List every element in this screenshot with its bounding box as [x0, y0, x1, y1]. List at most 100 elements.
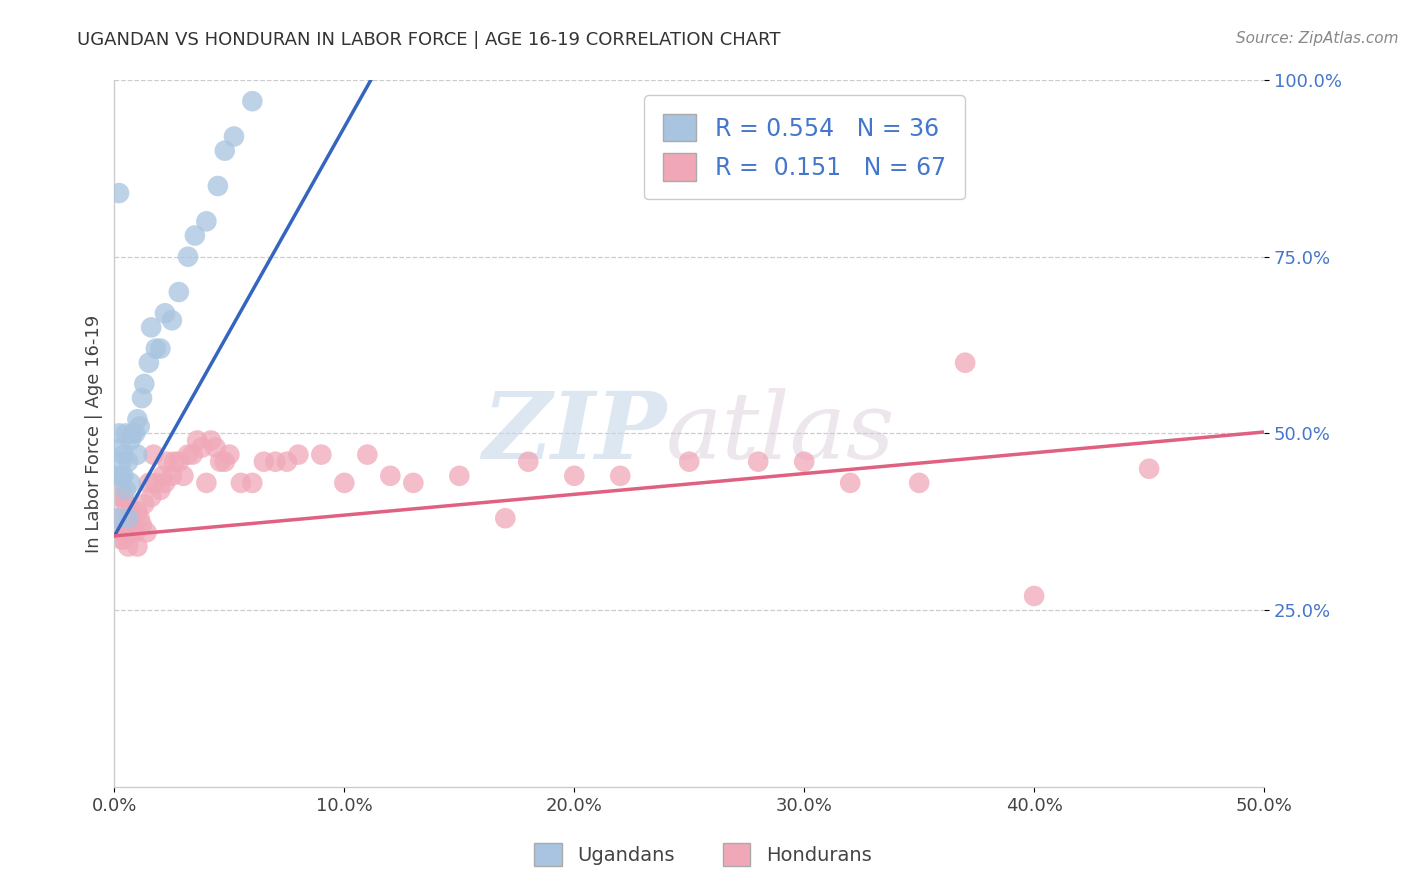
Point [134, 376, 156, 391]
Point [517, 455, 540, 469]
Point [311, 448, 333, 462]
Point [177, 250, 200, 264]
Point [115, 497, 138, 511]
Point [127, 540, 149, 554]
Point [218, 448, 240, 462]
Point [112, 468, 135, 483]
Point [145, 475, 167, 490]
Point [264, 455, 287, 469]
Point [124, 426, 146, 441]
Point [110, 483, 132, 497]
Point [839, 475, 862, 490]
Point [117, 455, 139, 469]
Point [160, 313, 183, 327]
Y-axis label: In Labor Force | Age 16-19: In Labor Force | Age 16-19 [86, 314, 103, 552]
Point [214, 455, 236, 469]
Point [131, 518, 153, 533]
Point [229, 475, 252, 490]
Point [172, 468, 194, 483]
Point [115, 483, 138, 497]
Point [562, 468, 585, 483]
Point [110, 455, 132, 469]
Point [609, 468, 631, 483]
Point [153, 306, 176, 320]
Point [135, 525, 157, 540]
Point [153, 475, 176, 490]
Point [793, 455, 815, 469]
Point [191, 441, 214, 455]
Point [120, 475, 142, 490]
Point [128, 419, 150, 434]
Point [152, 468, 174, 483]
Point [149, 483, 172, 497]
Point [214, 144, 236, 158]
Point [117, 511, 139, 525]
Point [105, 511, 128, 525]
Point [120, 504, 142, 518]
Legend: R = 0.554   N = 36, R =  0.151   N = 67: R = 0.554 N = 36, R = 0.151 N = 67 [644, 95, 965, 200]
Point [112, 490, 135, 504]
Point [115, 525, 138, 540]
Point [110, 533, 132, 547]
Point [195, 214, 218, 228]
Point [908, 475, 931, 490]
Point [167, 455, 190, 469]
Point [186, 434, 208, 448]
Point [222, 129, 245, 144]
Point [108, 426, 131, 441]
Point [449, 468, 471, 483]
Legend: Ugandans, Hondurans: Ugandans, Hondurans [526, 835, 880, 873]
Point [108, 186, 131, 200]
Point [124, 525, 146, 540]
Point [167, 285, 190, 299]
Point [105, 468, 128, 483]
Point [120, 434, 142, 448]
Point [142, 448, 165, 462]
Text: ZIP: ZIP [482, 388, 666, 478]
Point [131, 391, 153, 405]
Point [356, 448, 378, 462]
Point [240, 475, 263, 490]
Point [494, 511, 516, 525]
Point [209, 455, 232, 469]
Point [105, 511, 128, 525]
Point [115, 426, 138, 441]
Point [134, 497, 156, 511]
Point [163, 455, 186, 469]
Point [953, 356, 976, 370]
Point [112, 448, 135, 462]
Point [108, 490, 131, 504]
Text: Source: ZipAtlas.com: Source: ZipAtlas.com [1236, 31, 1399, 46]
Point [127, 504, 149, 518]
Point [200, 434, 222, 448]
Point [253, 455, 276, 469]
Point [678, 455, 700, 469]
Point [112, 533, 135, 547]
Text: UGANDAN VS HONDURAN IN LABOR FORCE | AGE 16-19 CORRELATION CHART: UGANDAN VS HONDURAN IN LABOR FORCE | AGE… [77, 31, 780, 49]
Point [120, 525, 142, 540]
Point [380, 468, 402, 483]
Point [1024, 589, 1046, 603]
Point [121, 518, 143, 533]
Point [141, 490, 163, 504]
Point [204, 441, 226, 455]
Point [333, 475, 356, 490]
Point [127, 448, 149, 462]
Point [207, 179, 229, 194]
Point [747, 455, 769, 469]
Point [276, 455, 298, 469]
Point [156, 455, 179, 469]
Point [195, 475, 218, 490]
Point [181, 448, 204, 462]
Point [110, 468, 132, 483]
Point [138, 356, 160, 370]
Point [141, 320, 163, 334]
Point [128, 511, 150, 525]
Point [138, 475, 160, 490]
Point [160, 468, 183, 483]
Point [1137, 462, 1160, 476]
Point [110, 441, 132, 455]
Point [108, 525, 131, 540]
Point [177, 448, 200, 462]
Point [145, 342, 167, 356]
